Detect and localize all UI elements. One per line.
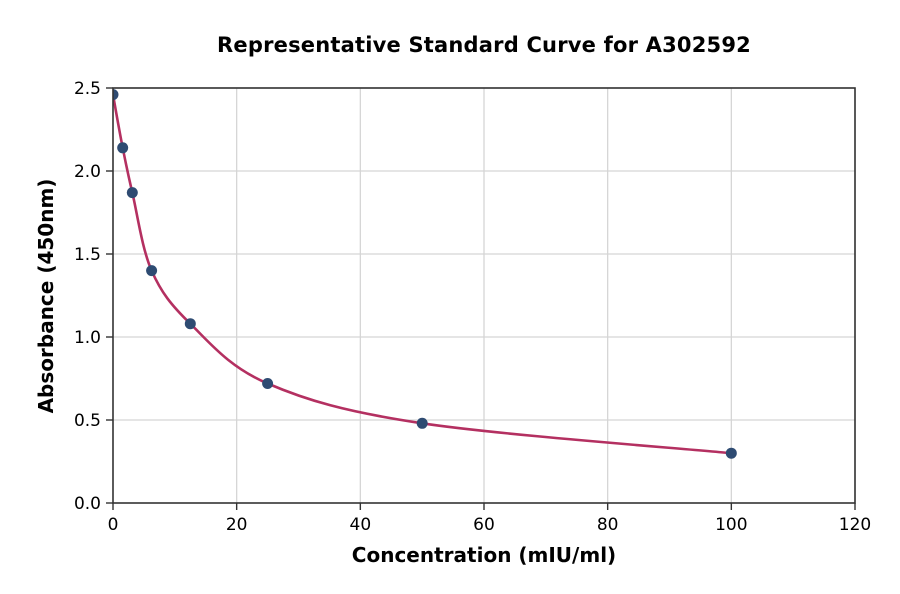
x-tick-label: 20	[226, 515, 248, 535]
data-point	[416, 417, 428, 429]
y-tick-label: 2.0	[74, 162, 101, 182]
y-tick-label: 2.5	[74, 79, 101, 99]
x-tick-label: 120	[839, 515, 871, 535]
x-tick-label: 40	[350, 515, 372, 535]
data-point	[262, 378, 274, 389]
plot-data-layer	[113, 89, 737, 459]
data-point	[117, 142, 129, 154]
data-point	[113, 89, 119, 101]
data-point	[126, 187, 138, 199]
y-tick-label: 1.0	[74, 328, 101, 348]
data-point	[725, 447, 737, 459]
y-tick-label: 1.5	[74, 245, 101, 265]
x-tick-label: 0	[108, 515, 119, 535]
x-axis-label: Concentration (mIU/ml)	[351, 543, 617, 567]
fit-curve	[113, 93, 733, 455]
y-tick-label: 0.5	[74, 411, 101, 431]
x-tick-label: 60	[473, 515, 495, 535]
x-tick-label: 80	[597, 515, 619, 535]
data-point	[146, 265, 158, 277]
x-tick-label: 100	[715, 515, 747, 535]
y-tick-label: 0.0	[74, 494, 101, 514]
data-point	[184, 318, 196, 330]
chart-title: Representative Standard Curve for A30259…	[217, 33, 751, 57]
